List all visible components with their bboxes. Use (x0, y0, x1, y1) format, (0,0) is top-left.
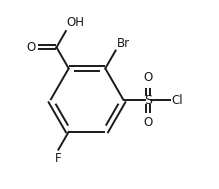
Text: Br: Br (117, 37, 130, 50)
Text: F: F (55, 152, 62, 165)
Text: O: O (143, 71, 153, 84)
Text: O: O (143, 116, 153, 129)
Text: S: S (144, 94, 152, 107)
Text: OH: OH (67, 16, 85, 29)
Text: Cl: Cl (171, 94, 183, 107)
Text: O: O (26, 41, 35, 54)
